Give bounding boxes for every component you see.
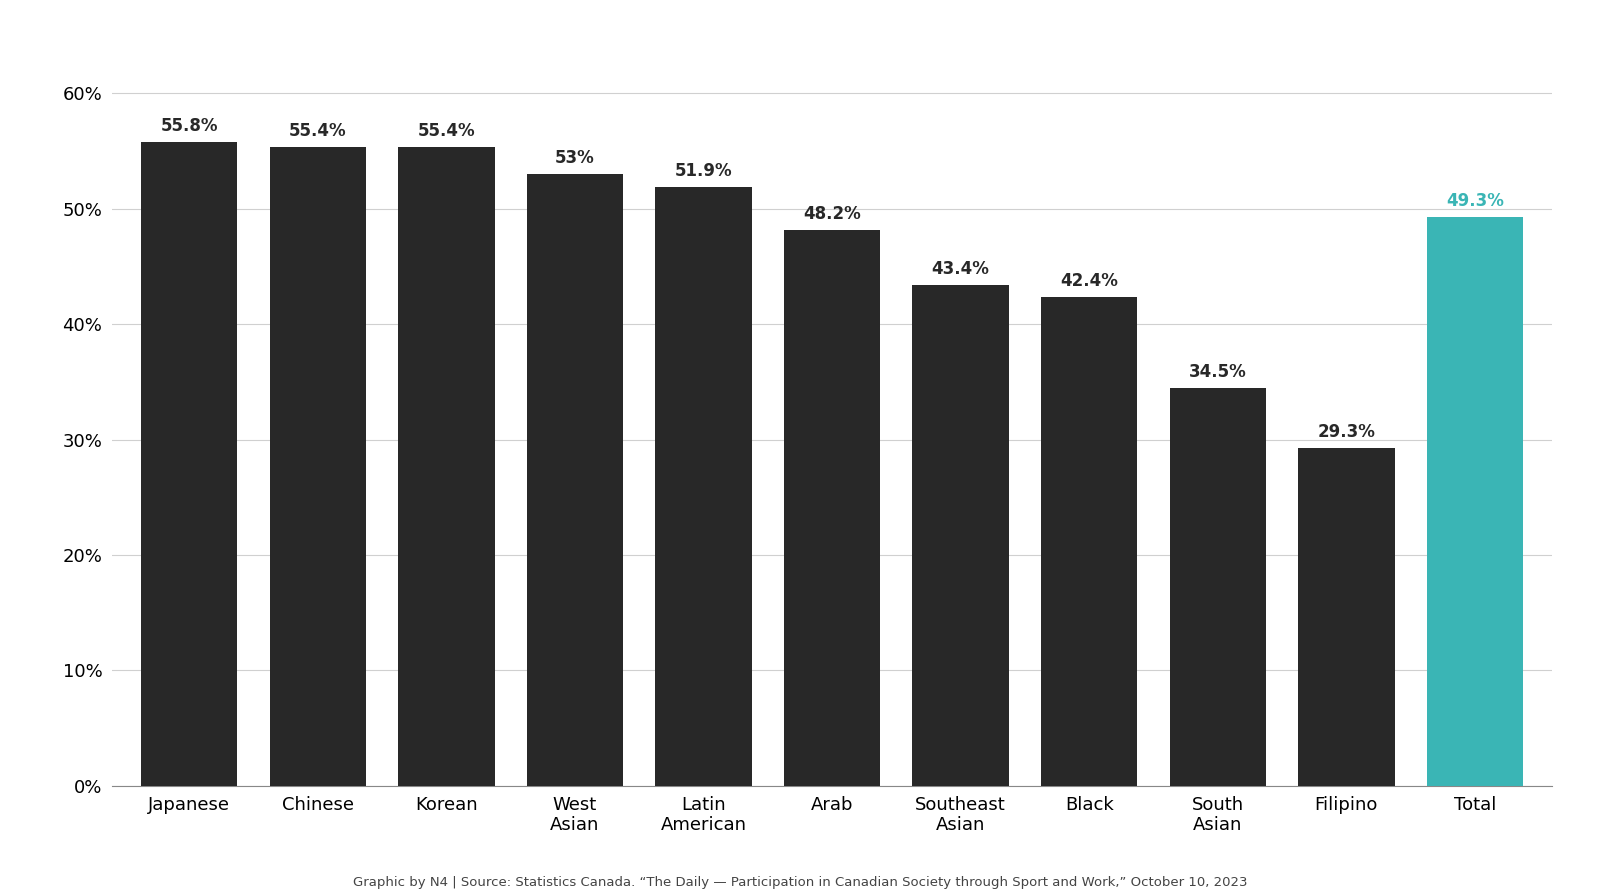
Text: 55.8%: 55.8% bbox=[160, 117, 218, 135]
Bar bbox=[141, 142, 237, 786]
Bar bbox=[398, 146, 494, 786]
Text: 48.2%: 48.2% bbox=[803, 204, 861, 222]
Bar bbox=[269, 146, 366, 786]
Bar bbox=[526, 174, 622, 786]
Text: 55.4%: 55.4% bbox=[290, 121, 347, 139]
Text: Graphic by N4 | Source: Statistics Canada. “The Daily — Participation in Canadia: Graphic by N4 | Source: Statistics Canad… bbox=[352, 875, 1248, 889]
Text: 49.3%: 49.3% bbox=[1446, 192, 1504, 210]
Text: 42.4%: 42.4% bbox=[1061, 271, 1118, 289]
Bar bbox=[1298, 447, 1395, 786]
Text: 29.3%: 29.3% bbox=[1317, 422, 1376, 441]
Bar bbox=[1427, 217, 1523, 786]
Text: 51.9%: 51.9% bbox=[675, 162, 733, 180]
Bar bbox=[912, 285, 1008, 786]
Text: 55.4%: 55.4% bbox=[418, 121, 475, 139]
Text: 53%: 53% bbox=[555, 149, 595, 167]
Bar bbox=[784, 230, 880, 786]
Bar bbox=[656, 187, 752, 786]
Bar bbox=[1042, 296, 1138, 786]
Bar bbox=[1170, 388, 1266, 786]
Text: 34.5%: 34.5% bbox=[1189, 363, 1246, 380]
Text: 43.4%: 43.4% bbox=[931, 260, 989, 278]
